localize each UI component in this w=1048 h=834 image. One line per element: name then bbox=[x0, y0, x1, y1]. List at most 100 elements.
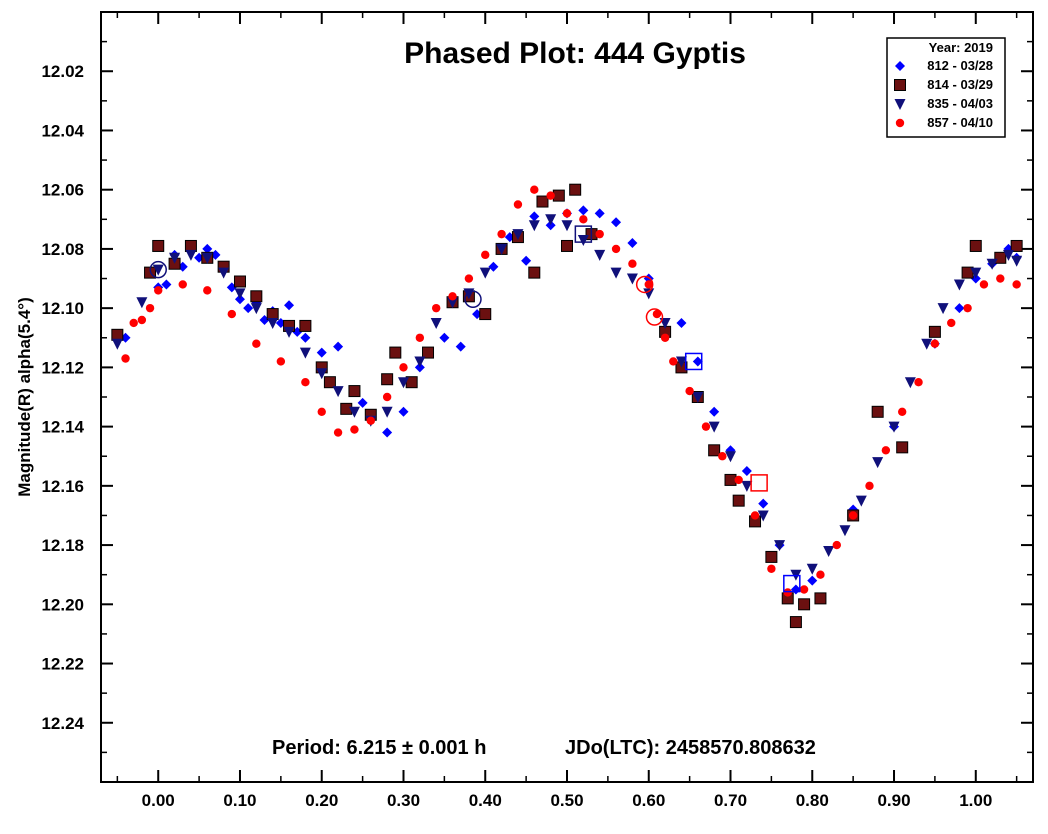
data-point bbox=[455, 341, 466, 352]
data-point bbox=[669, 357, 678, 366]
data-point bbox=[154, 286, 163, 295]
data-point bbox=[448, 292, 457, 301]
data-point bbox=[513, 200, 523, 209]
data-point bbox=[871, 405, 884, 418]
period-text: Period: 6.215 ± 0.001 h bbox=[272, 737, 486, 759]
data-point bbox=[243, 303, 254, 314]
highlight-marker bbox=[574, 225, 593, 243]
data-point bbox=[644, 280, 653, 289]
data-point bbox=[201, 252, 213, 264]
data-point bbox=[561, 220, 573, 232]
data-point bbox=[1011, 255, 1023, 267]
data-point bbox=[1010, 239, 1023, 252]
x-axis: 0.00 0.10 0.20 0.30 0.40 0.50 0.60 0.70 0.80 0.90… bbox=[116, 12, 1018, 810]
data-point bbox=[839, 525, 851, 537]
data-point bbox=[675, 356, 687, 368]
data-point bbox=[595, 229, 604, 239]
data-point bbox=[930, 339, 940, 348]
data-point bbox=[545, 214, 557, 226]
y-axis-label: Magnitude(R) alpha(5.4°) bbox=[15, 297, 34, 496]
data-point bbox=[953, 279, 965, 291]
data-point bbox=[963, 303, 972, 313]
plot-frame bbox=[100, 11, 1034, 783]
data-point bbox=[594, 249, 606, 261]
data-point bbox=[986, 258, 998, 270]
x-tick-label: 0.60 bbox=[632, 791, 665, 810]
highlight-marker bbox=[750, 474, 768, 492]
data-point bbox=[464, 274, 474, 283]
data-point bbox=[530, 185, 539, 194]
highlight-marker bbox=[645, 308, 664, 326]
data-point bbox=[266, 308, 279, 321]
data-point bbox=[724, 473, 737, 486]
data-point bbox=[521, 255, 532, 266]
data-point bbox=[578, 205, 589, 216]
highlight-marker bbox=[149, 260, 167, 279]
data-point bbox=[807, 575, 818, 586]
data-point bbox=[708, 421, 720, 433]
legend: Year: 2019 812 - 03/28 814 - 03/29 835 - 0… bbox=[886, 37, 1006, 138]
data-point bbox=[783, 588, 792, 597]
y-tick-label: 12.12 bbox=[41, 358, 84, 377]
data-point bbox=[799, 585, 809, 594]
data-point bbox=[628, 259, 637, 268]
data-point bbox=[709, 406, 720, 417]
data-point bbox=[996, 274, 1005, 283]
data-point bbox=[333, 428, 343, 437]
data-point bbox=[562, 209, 572, 218]
data-point bbox=[685, 386, 694, 396]
legend-marker bbox=[895, 61, 905, 71]
y-tick-label: 12.24 bbox=[41, 714, 84, 733]
data-point bbox=[299, 319, 312, 332]
data-point bbox=[1012, 280, 1021, 289]
data-point bbox=[914, 377, 923, 387]
data-point bbox=[904, 377, 916, 389]
data-point bbox=[121, 354, 130, 363]
series-3 bbox=[121, 185, 1021, 597]
data-point bbox=[283, 326, 295, 338]
data-point bbox=[789, 616, 802, 629]
data-point bbox=[111, 328, 124, 341]
data-point bbox=[741, 480, 753, 492]
data-point bbox=[806, 563, 818, 575]
data-point bbox=[652, 309, 662, 319]
data-point bbox=[701, 422, 711, 431]
highlighted-points bbox=[149, 225, 801, 593]
data-point bbox=[366, 416, 375, 425]
data-point bbox=[994, 251, 1007, 264]
data-point bbox=[382, 427, 393, 438]
data-point bbox=[896, 441, 909, 454]
data-point bbox=[888, 421, 900, 433]
y-tick-label: 12.10 bbox=[41, 299, 84, 318]
y-tick-label: 12.04 bbox=[41, 121, 84, 140]
data-point bbox=[496, 243, 508, 255]
data-point bbox=[928, 325, 941, 338]
data-point bbox=[497, 229, 506, 239]
data-point bbox=[823, 546, 835, 557]
data-point bbox=[1002, 249, 1014, 261]
data-point bbox=[611, 244, 621, 254]
data-point bbox=[718, 452, 727, 461]
data-point bbox=[178, 280, 187, 289]
data-point bbox=[300, 332, 311, 343]
data-point bbox=[577, 235, 589, 247]
data-point bbox=[439, 332, 450, 343]
data-point bbox=[136, 297, 148, 309]
data-point bbox=[643, 288, 655, 300]
data-point bbox=[382, 392, 392, 402]
data-point bbox=[660, 333, 670, 342]
data-point bbox=[610, 267, 622, 279]
data-point bbox=[937, 303, 949, 315]
highlight-marker bbox=[464, 290, 482, 309]
x-tick-label: 0.90 bbox=[877, 791, 910, 810]
data-point bbox=[848, 511, 858, 520]
data-point bbox=[921, 338, 933, 350]
data-point bbox=[765, 550, 778, 563]
y-tick-label: 12.02 bbox=[41, 62, 84, 81]
data-point bbox=[267, 317, 279, 329]
chart-title: Phased Plot: 444 Gyptis bbox=[404, 37, 746, 70]
data-point bbox=[865, 481, 874, 491]
data-point bbox=[447, 297, 459, 309]
data-point bbox=[316, 347, 327, 358]
